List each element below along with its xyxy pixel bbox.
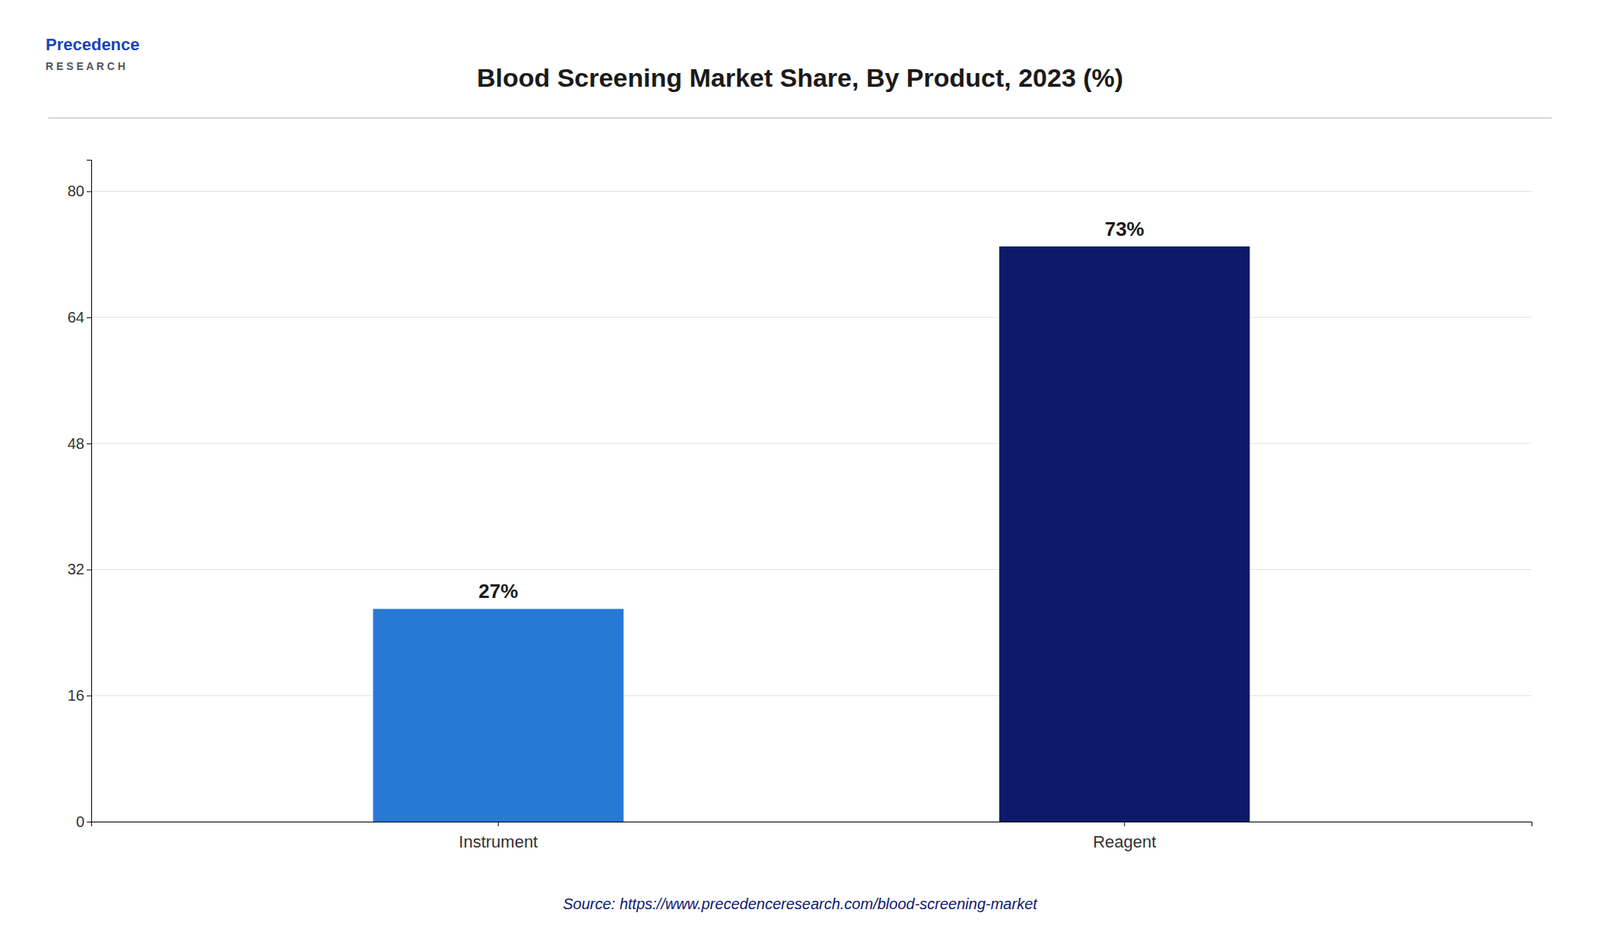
x-axis-line: [92, 822, 1533, 827]
y-tick-label: 0: [76, 812, 85, 830]
data-label: 73%: [1104, 217, 1145, 241]
y-tick-label: 80: [67, 182, 85, 200]
y-tick-mark: [86, 695, 92, 696]
y-tick-mark: [86, 821, 92, 823]
plot-area: 0 16 32 48 64 80 27% 73% Instrument Reagent: [67, 160, 1533, 851]
y-tick: 64: [67, 308, 92, 326]
grid-line: [91, 695, 1532, 696]
y-tick-mark: [86, 569, 92, 571]
y-tick: 32: [67, 560, 92, 578]
chart-title: Blood Screening Market Share, By Product…: [476, 63, 1124, 93]
y-tick: 16: [67, 686, 92, 704]
data-labels: 27% 73%: [478, 217, 1145, 603]
x-tick-mark: [1123, 821, 1125, 826]
y-tick-mark: [86, 443, 92, 445]
x-tick: Instrument: [458, 821, 538, 851]
data-label: 27%: [478, 579, 518, 603]
y-tick: 80: [67, 182, 92, 200]
y-axis-line: [86, 160, 93, 823]
logo-text: Precedence: [45, 34, 140, 54]
logo-subtext: R E S E A R C H: [45, 60, 126, 73]
x-tick: Reagent: [1092, 821, 1156, 851]
bar: [373, 608, 624, 822]
y-tick-mark: [86, 190, 92, 192]
y-tick: 0: [76, 812, 92, 830]
y-tick-mark: [86, 317, 92, 318]
bar: [999, 246, 1250, 822]
grid: [91, 190, 1532, 822]
y-axis: 0 16 32 48 64 80: [67, 160, 93, 830]
bars: [373, 246, 1251, 822]
y-tick-label: 16: [67, 686, 85, 704]
grid-line: [91, 190, 1532, 192]
x-tick-label: Reagent: [1092, 831, 1156, 851]
x-axis: Instrument Reagent: [92, 821, 1533, 851]
x-tick-mark: [498, 821, 499, 826]
source-text: Source: https://www.precedenceresearch.c…: [562, 895, 1039, 912]
grid-line: [91, 568, 1532, 570]
grid-line: [91, 442, 1532, 444]
y-tick-label: 64: [67, 308, 85, 326]
x-tick-label: Instrument: [458, 831, 538, 851]
chart-root: Blood Screening Market Share, By Product…: [0, 0, 1600, 951]
y-tick-label: 48: [67, 434, 85, 452]
y-tick-label: 32: [67, 560, 85, 578]
title-rule: [47, 117, 1553, 119]
y-tick: 48: [67, 434, 92, 452]
grid-line: [91, 317, 1532, 318]
